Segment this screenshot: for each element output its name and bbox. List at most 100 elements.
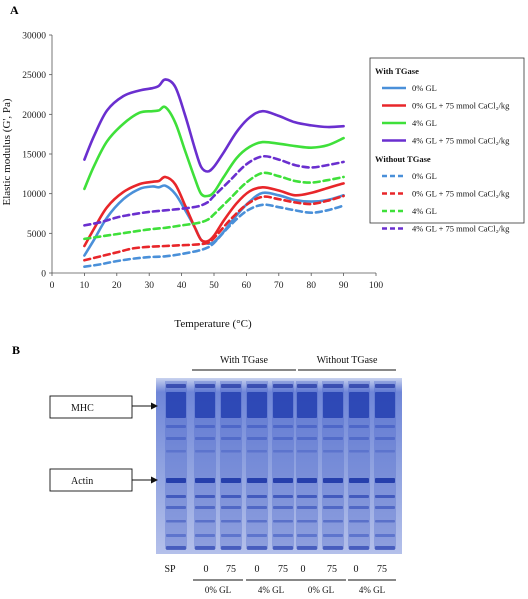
lane-label: 0 xyxy=(255,564,260,575)
gel-band xyxy=(195,495,215,498)
lane-label: 0 xyxy=(354,564,359,575)
x-axis-title: Temperature (°C) xyxy=(174,318,252,330)
gel-band xyxy=(247,546,267,550)
gel-band xyxy=(273,384,293,388)
lane-label: 75 xyxy=(377,564,387,575)
gel-band xyxy=(247,495,267,498)
series-line-without-tgase-6 xyxy=(83,171,345,241)
gel-band xyxy=(375,534,395,537)
series-line-with-tgase-3 xyxy=(83,78,345,173)
gel-band xyxy=(221,450,241,453)
x-tick-label: 30 xyxy=(144,281,154,291)
gel-band xyxy=(297,478,317,483)
mhc-arrowhead xyxy=(151,402,158,410)
y-axis: 0 5000 10000 15000 20000 25000 30000 xyxy=(22,32,53,280)
series-line-without-tgase-7 xyxy=(83,154,345,227)
gel-band xyxy=(221,425,241,428)
x-tick-label: 100 xyxy=(369,281,384,291)
gel-band xyxy=(349,534,369,537)
gel-band xyxy=(297,392,317,418)
gel-band xyxy=(273,478,293,483)
gel-band xyxy=(166,520,186,523)
gel-band xyxy=(349,450,369,453)
gel-band xyxy=(323,534,343,537)
gel-band xyxy=(375,520,395,523)
legend-entry-label: 4% GL xyxy=(412,118,437,128)
series-layer xyxy=(83,78,345,268)
gel-band xyxy=(375,425,395,428)
legend-entry-label: 0% GL xyxy=(412,83,437,93)
gel-band xyxy=(349,384,369,388)
gel-band xyxy=(166,495,186,498)
gel-band xyxy=(221,520,241,523)
x-tick-label: 10 xyxy=(80,281,90,291)
x-axis: 0 10 20 30 40 50 60 70 80 90 100 xyxy=(50,272,384,291)
header-with-tgase: With TGase xyxy=(220,355,269,366)
panel-b-label: B xyxy=(12,343,20,357)
panel-a-label: A xyxy=(10,3,19,17)
gel-band xyxy=(247,384,267,388)
actin-arrowhead xyxy=(151,476,158,484)
gel-band xyxy=(349,437,369,440)
gel-band xyxy=(195,392,215,418)
header-without-tgase: Without TGase xyxy=(317,355,378,366)
legend-entry-label: 4% GL + 75 mmol CaCl₂/kg xyxy=(412,224,510,234)
series-line-with-tgase-2 xyxy=(83,105,345,198)
gel-band xyxy=(297,425,317,428)
gel-band xyxy=(297,437,317,440)
y-tick-label: 10000 xyxy=(22,190,46,200)
gel-band xyxy=(323,392,343,418)
lane-label: 75 xyxy=(226,564,236,575)
gel-band xyxy=(349,392,369,418)
gel-lane-labels: SP 0 75 0 75 0 75 0 75 0% GL 4% GL 0% GL 4% GL xyxy=(164,564,396,595)
gel-band xyxy=(349,478,369,483)
gel-band xyxy=(166,450,186,453)
y-tick-label: 20000 xyxy=(22,111,46,121)
gel-band xyxy=(375,450,395,453)
gel-band xyxy=(273,546,293,550)
gel-band xyxy=(375,495,395,498)
group-label: 0% GL xyxy=(205,585,231,595)
gel-band xyxy=(195,534,215,537)
gel-band xyxy=(247,534,267,537)
gel-band xyxy=(273,495,293,498)
gel-band xyxy=(273,392,293,418)
group-label: 4% GL xyxy=(359,585,385,595)
gel-band xyxy=(273,425,293,428)
legend-group-heading: Without TGase xyxy=(375,154,431,164)
gel-band xyxy=(273,506,293,509)
gel-band xyxy=(297,506,317,509)
gel-band xyxy=(221,384,241,388)
gel-band xyxy=(323,520,343,523)
gel-band xyxy=(166,478,186,483)
gel-band xyxy=(166,534,186,537)
gel-band xyxy=(297,534,317,537)
line-chart: 0 5000 10000 15000 20000 25000 30000 0 10 20 30 40… xyxy=(1,32,383,331)
gel-band xyxy=(166,506,186,509)
gel-band xyxy=(375,546,395,550)
gel-band xyxy=(297,546,317,550)
gel-bands xyxy=(166,384,395,550)
gel-band xyxy=(375,437,395,440)
x-tick-label: 0 xyxy=(50,281,55,291)
legend-entry-label: 0% GL xyxy=(412,171,437,181)
group-label: 4% GL xyxy=(258,585,284,595)
gel-band xyxy=(273,437,293,440)
lane-label: SP xyxy=(164,564,176,575)
gel-band xyxy=(349,506,369,509)
group-label: 0% GL xyxy=(308,585,334,595)
series-line-without-tgase-5 xyxy=(83,194,345,262)
gel-band xyxy=(323,450,343,453)
gel-band xyxy=(273,450,293,453)
gel-band xyxy=(323,437,343,440)
gel-band xyxy=(273,520,293,523)
gel-band xyxy=(297,520,317,523)
gel-band xyxy=(221,546,241,550)
gel-band xyxy=(166,437,186,440)
gel-band xyxy=(297,384,317,388)
gel-band xyxy=(375,392,395,418)
gel-band xyxy=(323,425,343,428)
gel-band xyxy=(221,478,241,483)
gel-band xyxy=(247,437,267,440)
